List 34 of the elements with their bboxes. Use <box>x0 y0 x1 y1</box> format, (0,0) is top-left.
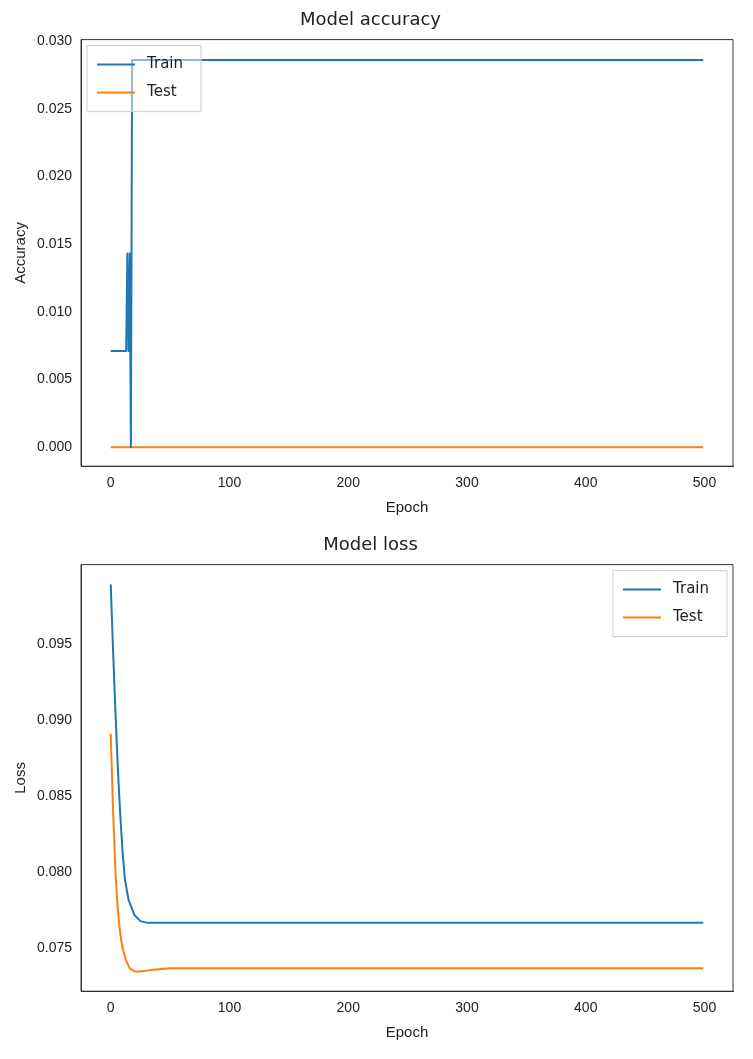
y-tick-label: 0.080 <box>36 863 73 880</box>
y-tick-label: 0.085 <box>36 787 73 804</box>
x-tick-label: 0 <box>106 474 115 491</box>
legend-label: Train <box>672 579 710 598</box>
y-tick-label: 0.000 <box>36 438 73 455</box>
y-axis-title: Loss <box>11 762 29 794</box>
x-tick-label: 200 <box>336 474 361 491</box>
y-tick-label: 0.090 <box>36 710 73 727</box>
y-tick-label: 0.095 <box>36 634 73 651</box>
legend-label: Test <box>672 607 703 626</box>
y-axis-title: Accuracy <box>11 221 29 284</box>
y-tick-label: 0.005 <box>36 370 73 387</box>
x-tick-label: 500 <box>692 474 717 491</box>
x-tick-label: 200 <box>336 999 361 1016</box>
legend-label: Test <box>146 82 177 101</box>
x-tick-label: 100 <box>217 999 242 1016</box>
y-tick-label: 0.025 <box>36 99 73 116</box>
y-tick-label: 0.010 <box>36 302 73 319</box>
x-axis-title: Epoch <box>385 1023 429 1041</box>
chart-title: Model loss <box>323 533 418 555</box>
x-tick-label: 100 <box>217 474 242 491</box>
x-axis-title: Epoch <box>385 498 429 516</box>
x-tick-label: 0 <box>106 999 115 1016</box>
x-tick-label: 400 <box>574 999 598 1016</box>
y-tick-label: 0.020 <box>36 167 73 184</box>
legend-label: Train <box>146 54 184 73</box>
x-tick-label: 400 <box>574 474 598 491</box>
y-tick-label: 0.015 <box>36 234 73 251</box>
y-tick-label: 0.030 <box>36 31 73 48</box>
y-tick-label: 0.075 <box>36 939 73 956</box>
x-tick-label: 500 <box>692 999 717 1016</box>
chart-title: Model accuracy <box>300 8 442 30</box>
x-tick-label: 300 <box>455 999 479 1016</box>
x-tick-label: 300 <box>455 474 479 491</box>
